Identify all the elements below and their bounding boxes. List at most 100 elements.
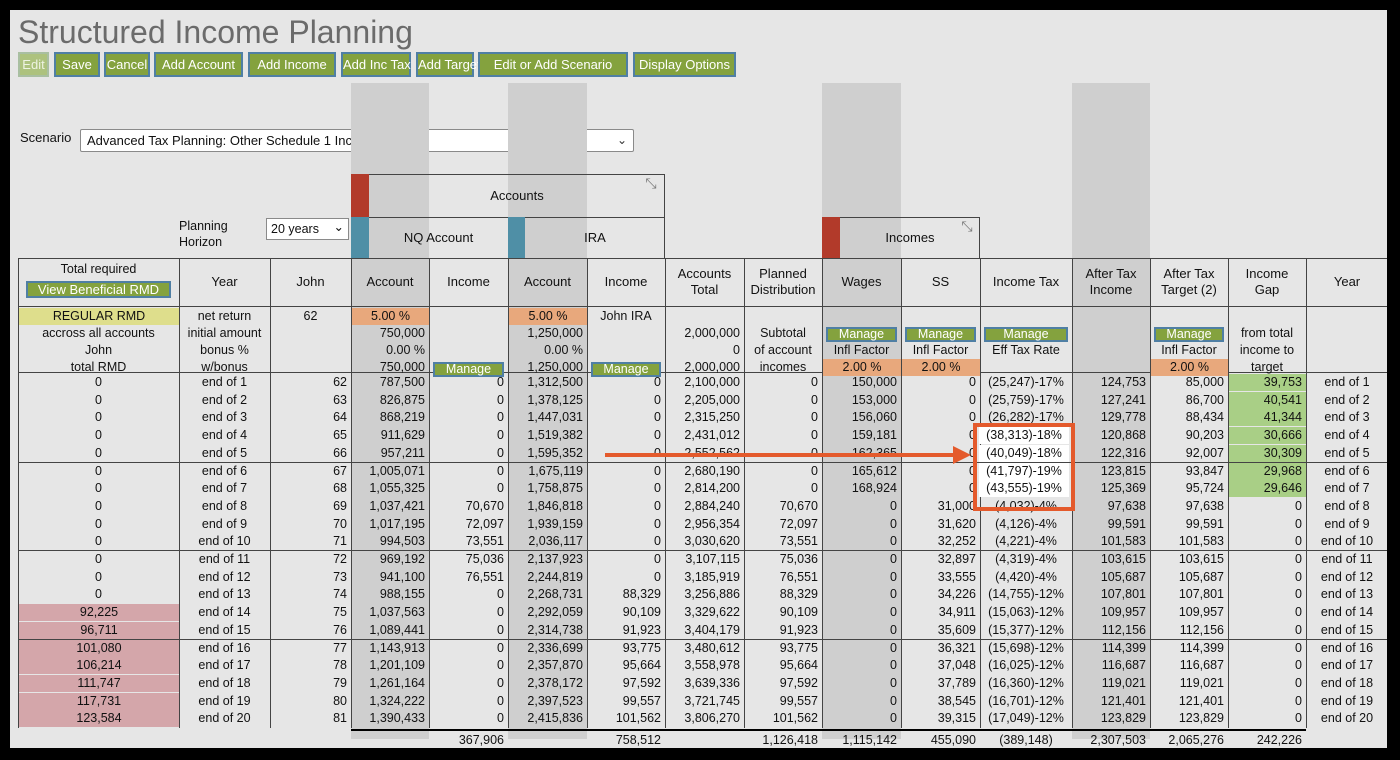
income-gap-cell: 30,666	[1229, 427, 1306, 445]
after-tax-income-cell: 97,638	[1107, 498, 1146, 513]
year-right-cell: end of 3	[1324, 410, 1370, 425]
net-return-label: net return	[197, 309, 252, 323]
ira-income-cell: 0	[654, 463, 661, 478]
target-label: target	[1251, 360, 1283, 374]
header-text: After Tax	[1163, 266, 1215, 281]
wages-cell: 0	[890, 552, 897, 566]
header-text: Planned	[759, 266, 807, 281]
group-divider	[18, 461, 1387, 463]
wages-header: Wages	[822, 258, 901, 306]
year-right-cell: end of 13	[1320, 587, 1374, 602]
toolbar-add-income-button[interactable]: Add Income	[248, 52, 336, 77]
ira-income-cell: 97,592	[622, 675, 661, 690]
planning-horizon-select[interactable]: 20 years ⌄	[266, 218, 349, 240]
toolbar-cancel-button[interactable]: Cancel	[104, 52, 150, 77]
accounts-collapse-icon[interactable]: ⤡	[645, 175, 657, 191]
income-to-label: income to	[1239, 343, 1295, 357]
year-right-cell: end of 4	[1324, 428, 1370, 443]
toolbar-save-button[interactable]: Save	[54, 52, 100, 77]
wages-manage-button[interactable]: Manage	[826, 327, 897, 342]
planned-distribution-cell: 0	[811, 410, 818, 425]
ira-income-cell: 99,557	[622, 693, 661, 708]
nq-account-cell: 868,219	[379, 410, 425, 425]
planned-distribution-cell: 101,562	[772, 711, 818, 726]
header-text: Target (2)	[1161, 282, 1217, 297]
nq-account-cell: 826,875	[379, 392, 425, 407]
planned-distribution-cell: 99,557	[779, 693, 818, 708]
total-required-header: Total required	[60, 262, 137, 276]
nq-account-cell: 1,017,195	[369, 516, 425, 531]
year-cell: end of 7	[201, 481, 248, 496]
year-cell: end of 9	[201, 516, 248, 531]
page-title: Structured Income Planning	[18, 14, 413, 50]
accounts-total-cell: 2,431,012	[684, 428, 740, 443]
rmd-cell: 0	[95, 445, 102, 460]
toolbar-add-target-button[interactable]: Add Target	[416, 52, 481, 77]
after-tax-target-cell: 99,591	[1185, 516, 1224, 531]
total-income-gap: 242,226	[1256, 733, 1302, 747]
nq-income-cell: 75,036	[465, 552, 504, 566]
ira-income-cell: 0	[654, 516, 661, 531]
ss-header: SS	[901, 258, 980, 306]
income-tax-cell: (4,221)-4%	[995, 534, 1057, 549]
subtotal-label: Subtotal	[760, 326, 806, 340]
income-gap-cell: 0	[1295, 675, 1302, 690]
ss-cell: 32,252	[937, 534, 976, 549]
year-cell: end of 5	[201, 445, 248, 460]
ira-account-cell: 2,336,699	[527, 640, 583, 655]
toolbar-add-account-button[interactable]: Add Account	[154, 52, 243, 77]
target-infl-input[interactable]: 2.00 %	[1151, 359, 1228, 376]
year-cell: end of 13	[198, 587, 251, 602]
income-gap-cell: 0	[1295, 569, 1302, 584]
year-right-cell: end of 10	[1320, 534, 1374, 549]
app-window: Structured Income Planning Edit Save Cance…	[10, 10, 1387, 748]
accounts-total-cell: 2,205,000	[684, 392, 740, 407]
view-beneficial-rmd-button[interactable]: View Beneficial RMD	[26, 281, 171, 298]
year-cell: end of 20	[198, 711, 251, 726]
toolbar-edit-button[interactable]: Edit	[18, 52, 49, 77]
wages-infl-input[interactable]: 2.00 %	[823, 359, 901, 376]
ss-infl-input[interactable]: 2.00 %	[902, 359, 980, 376]
ira-income-cell: 0	[654, 481, 661, 496]
ira-manage-button[interactable]: Manage	[591, 362, 661, 377]
john-ira-label: John IRA	[600, 309, 652, 323]
year-cell: end of 8	[201, 498, 248, 513]
toolbar-display-options-button[interactable]: Display Options	[633, 52, 736, 77]
ira-account-cell: 2,378,172	[527, 675, 583, 690]
toolbar-add-inc-tax-button[interactable]: Add Inc Tax	[341, 52, 411, 77]
income-gap-cell: 0	[1295, 516, 1302, 531]
wages-cell: 0	[890, 711, 897, 726]
ss-cell: 31,000	[937, 498, 976, 513]
ira-account-cell: 1,378,125	[527, 392, 583, 407]
nq-manage-button[interactable]: Manage	[433, 362, 504, 377]
rmd-cell: 101,080	[19, 639, 179, 657]
ss-manage-button[interactable]: Manage	[905, 327, 976, 342]
ira-bonus: 0.00 %	[544, 343, 583, 357]
header-text: Income	[1089, 282, 1133, 297]
income-tax-cell: (26,282)-17%	[988, 410, 1064, 425]
income-tax-manage-button[interactable]: Manage	[984, 327, 1068, 342]
ira-net-return-input[interactable]: 5.00 %	[509, 308, 587, 325]
nq-net-return-input[interactable]: 5.00 %	[352, 308, 429, 325]
year-cell: end of 1	[201, 375, 248, 389]
income-gap-cell: 0	[1295, 658, 1302, 673]
year-right-cell: end of 8	[1324, 498, 1370, 513]
incomes-collapse-icon[interactable]: ⤡	[961, 218, 973, 234]
rmd-cell: 0	[95, 428, 102, 443]
total-rmd-label: total RMD	[70, 360, 127, 374]
rmd-cell: 117,731	[19, 692, 179, 710]
ira-account-cell: 2,137,923	[527, 552, 583, 566]
planned-distribution-cell: 91,923	[779, 622, 818, 637]
after-tax-income-cell: 103,615	[1100, 552, 1146, 566]
total-nq-income: 367,906	[458, 733, 504, 747]
target-manage-button[interactable]: Manage	[1154, 327, 1224, 342]
age-cell: 64	[333, 410, 347, 425]
after-tax-income-cell: 116,687	[1101, 658, 1146, 673]
nq-income-cell: 0	[497, 640, 504, 655]
across-accounts-label: accross all accounts	[42, 326, 155, 340]
table-top-line	[18, 258, 1306, 259]
toolbar-edit-or-add-scenario-button[interactable]: Edit or Add Scenario	[478, 52, 628, 77]
nq-account-cell: 1,324,222	[369, 693, 425, 708]
age-cell: 69	[333, 498, 347, 513]
header-text: Account	[366, 274, 414, 289]
